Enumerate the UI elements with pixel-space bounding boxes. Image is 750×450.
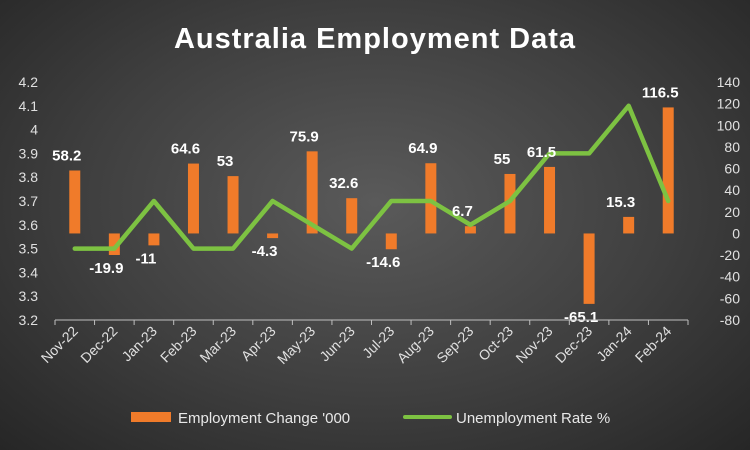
bar-employment-change — [227, 176, 239, 234]
right-axis-tick-label: 40 — [724, 182, 740, 198]
right-axis-tick-label: 140 — [717, 74, 741, 90]
x-axis: Nov-22Dec-22Jan-23Feb-23Mar-23Apr-23May-… — [38, 319, 689, 367]
right-axis-tick-label: 80 — [724, 139, 740, 155]
x-axis-tick-label: Sep-23 — [433, 323, 476, 366]
bar-employment-change — [504, 173, 516, 234]
bar-data-labels: 58.2 -19.9 -11 64.6 53 -4.3 75.9 32.6 -14.6 64.9 6… — [52, 84, 678, 325]
right-axis-tick-label: -80 — [720, 312, 740, 328]
left-axis-tick-label: 4.2 — [19, 74, 39, 90]
bar-data-label: 32.6 — [329, 175, 358, 192]
bar-data-label: -4.3 — [252, 243, 278, 260]
bar-data-label: -65.1 — [564, 309, 598, 326]
legend-label-employment: Employment Change '000 — [178, 410, 350, 427]
x-axis-tick-label: Dec-22 — [77, 323, 120, 366]
x-axis-tick-label: Nov-23 — [512, 323, 555, 366]
x-axis-tick-label: Oct-23 — [475, 323, 516, 364]
x-axis-tick-label: Feb-24 — [632, 323, 675, 366]
x-axis-tick-label: Jun-23 — [316, 323, 358, 365]
left-axis: 3.2 3.3 3.4 3.5 3.6 3.7 3.8 3.9 4 4.1 4.2 — [19, 74, 39, 328]
right-axis-tick-label: -40 — [720, 269, 740, 285]
right-axis-tick-label: 20 — [724, 204, 740, 220]
bar-employment-change — [267, 233, 279, 239]
bar-employment-change — [148, 233, 160, 246]
bar-data-label: 64.9 — [408, 140, 437, 157]
bar-data-label: 15.3 — [606, 194, 635, 211]
bar-employment-change — [385, 233, 397, 250]
bar-data-label: 55 — [494, 151, 511, 168]
bar-data-label: 58.2 — [52, 147, 81, 164]
bar-employment-change — [464, 226, 476, 234]
chart-title: Australia Employment Data — [174, 23, 576, 55]
left-axis-tick-label: 4 — [30, 122, 38, 138]
right-axis-tick-label: -20 — [720, 247, 740, 263]
left-axis-tick-label: 3.2 — [19, 312, 39, 328]
bar-employment-change — [425, 163, 437, 234]
line-unemployment-rate — [72, 103, 671, 251]
left-axis-tick-label: 3.7 — [19, 193, 39, 209]
right-axis-tick-label: -60 — [720, 290, 740, 306]
x-axis-tick-label: Jul-23 — [359, 323, 397, 361]
bar-employment-change — [346, 198, 358, 234]
legend-label-unemployment: Unemployment Rate % — [456, 410, 610, 427]
right-axis-tick-label: 0 — [732, 225, 740, 241]
left-axis-tick-label: 3.9 — [19, 145, 39, 161]
x-axis-tick-label: Dec-23 — [552, 323, 595, 366]
bar-series — [69, 107, 674, 304]
x-axis-tick-label: Nov-22 — [38, 323, 81, 366]
bar-data-label: 116.5 — [642, 84, 679, 101]
bar-data-label: 75.9 — [290, 128, 319, 145]
bar-employment-change — [662, 107, 674, 234]
x-axis-tick-label: Feb-23 — [157, 323, 200, 366]
left-axis-tick-label: 3.3 — [19, 288, 39, 304]
x-axis-tick-label: May-23 — [274, 323, 318, 367]
bar-employment-change — [108, 233, 120, 255]
bar-employment-change — [187, 163, 199, 234]
right-axis-tick-label: 120 — [717, 96, 741, 112]
bar-data-label: 53 — [217, 153, 234, 170]
right-axis: -80 -60 -40 -20 0 20 40 60 80 100 120 140 — [717, 74, 741, 328]
bar-data-label: 6.7 — [452, 203, 473, 220]
legend: Employment Change '000 Unemployment Rate… — [131, 410, 610, 427]
x-axis-tick-label: Jan-24 — [593, 323, 635, 365]
x-axis-tick-label: Apr-23 — [238, 323, 279, 364]
bar-data-label: -14.6 — [366, 254, 400, 271]
bar-data-label: 61.5 — [527, 144, 556, 161]
bar-data-label: 64.6 — [171, 141, 200, 158]
right-axis-tick-label: 100 — [717, 117, 741, 133]
bar-employment-change — [306, 151, 318, 234]
left-axis-tick-label: 4.1 — [19, 98, 39, 114]
bar-employment-change — [623, 216, 635, 234]
bar-employment-change — [544, 166, 556, 234]
left-axis-tick-label: 3.6 — [19, 217, 39, 233]
line-series — [72, 103, 671, 251]
bar-data-label: -11 — [135, 250, 156, 267]
left-axis-tick-label: 3.4 — [19, 264, 39, 280]
x-axis-tick-label: Mar-23 — [196, 323, 239, 366]
x-axis-tick-label: Aug-23 — [394, 323, 437, 366]
legend-swatch-employment — [131, 412, 171, 422]
left-axis-tick-label: 3.8 — [19, 169, 39, 185]
bar-employment-change — [583, 233, 595, 304]
x-axis-tick-label: Jan-23 — [118, 323, 160, 365]
bar-data-label: -19.9 — [89, 260, 123, 277]
right-axis-tick-label: 60 — [724, 161, 740, 177]
left-axis-tick-label: 3.5 — [19, 241, 39, 257]
bar-employment-change — [69, 170, 81, 234]
